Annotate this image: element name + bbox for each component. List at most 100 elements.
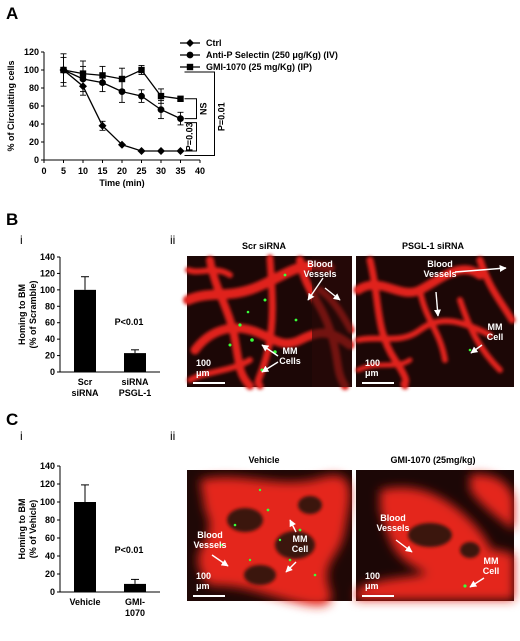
annotation-ns: NS [199, 102, 209, 115]
sub-label-b-i: i [20, 233, 23, 247]
data-point [99, 72, 106, 79]
micro-scale-c1: 100 μm [196, 571, 211, 591]
data-point [118, 75, 126, 83]
x-tick-label: 25 [136, 166, 146, 176]
y-axis-title: Homing to BM(% of Scramble) [17, 280, 38, 348]
data-point [138, 66, 145, 74]
micro-label-c2-vessels: Blood Vessels [376, 513, 409, 533]
category-label: GMI-1070 [125, 597, 145, 618]
x-tick-label: 5 [61, 166, 66, 176]
x-axis-title: Time (min) [99, 178, 144, 188]
data-point [157, 106, 165, 113]
series-1 [60, 56, 184, 126]
microscopy-image-scr-sirna [183, 254, 355, 390]
micro-scale-c2: 100 μm [365, 571, 380, 591]
legend-marker [186, 51, 194, 59]
x-tick-label: 35 [175, 166, 185, 176]
p-value-annotation: P<0.01 [115, 317, 144, 327]
y-tick-label: 20 [29, 137, 39, 147]
microscopy-image-gmi-1070 [356, 470, 514, 601]
x-tick-label: 0 [41, 166, 46, 176]
y-tick-label: 20 [45, 351, 55, 361]
data-point [138, 92, 145, 100]
legend-marker [186, 63, 194, 71]
x-tick-label: 20 [117, 166, 127, 176]
data-point [157, 92, 165, 100]
micro-label-b2-cell: MM Cell [487, 322, 504, 342]
micro-label-b2-vessels: Blood Vessels [423, 259, 456, 279]
micro-title-c2: GMI-1070 (25mg/kg) [390, 455, 475, 465]
bar [74, 289, 96, 372]
significance-brackets: NS P=0.03 P=0.01 [184, 71, 227, 156]
micro-label-b1-vessels: Blood Vessels [303, 259, 336, 279]
data-point [176, 147, 185, 155]
sub-label-c-i: i [20, 429, 23, 443]
micro-scale-b2: 100 μm [365, 358, 380, 378]
microscopy-image-vehicle [187, 470, 352, 606]
y-tick-label: 20 [45, 569, 55, 579]
y-tick-label: 40 [45, 334, 55, 344]
micro-scale-b1: 100 μm [196, 358, 211, 378]
x-tick-label: 40 [195, 166, 205, 176]
category-label: Scr siRNA [71, 377, 99, 398]
panel-label-c: C [6, 410, 18, 429]
micro-label-c1-cell: MM Cell [292, 534, 309, 554]
panel-a-line-chart: 0 20 40 60 80 100 120 0 5 10 15 20 25 30 35 40 Time (min… [6, 38, 338, 188]
legend-label: GMI-1070 (25 mg/Kg) (IP) [206, 62, 312, 72]
data-point [118, 140, 126, 149]
annotation-p001: P=0.01 [217, 102, 227, 131]
sub-label-b-ii: ii [170, 233, 175, 247]
x-tick-label: 10 [78, 166, 88, 176]
series-2 [60, 53, 184, 104]
x-tick-label: 15 [97, 166, 107, 176]
y-tick-label: 100 [40, 497, 55, 507]
sub-label-c-ii: ii [170, 429, 175, 443]
micro-title-b2: PSGL-1 siRNA [402, 241, 465, 251]
legend-label: Ctrl [206, 38, 222, 48]
bracket-ns [184, 98, 197, 120]
bracket-p003 [184, 122, 197, 152]
panel-label-b: B [6, 210, 18, 229]
y-tick-label: 120 [40, 479, 55, 489]
y-tick-label: 100 [40, 285, 55, 295]
bracket-p001 [184, 71, 215, 156]
micro-title-c1: Vehicle [248, 455, 279, 465]
legend-marker [186, 39, 194, 47]
panel-b-i-bar-chart: 0 20 40 60 80 100 120 140 Homing to BM(% of Scra… [17, 252, 160, 398]
panel-label-a: A [6, 4, 18, 23]
y-tick-label: 80 [45, 301, 55, 311]
x-tick-label: 30 [156, 166, 166, 176]
bar [124, 583, 146, 592]
microscopy-image-psgl1-sirna [353, 256, 516, 390]
data-point [177, 115, 184, 122]
y-axis-title: % of Circulating cells [6, 60, 16, 151]
y-tick-label: 60 [45, 318, 55, 328]
annotation-p003: P=0.03 [185, 122, 195, 151]
panel-c-i-bar-chart: 0 20 40 60 80 100 120 140 Homing to BM(% of Vehi… [17, 461, 160, 618]
micro-label-c2-cell: MM Cell [483, 556, 500, 576]
data-point [177, 95, 184, 102]
bar [124, 353, 146, 372]
y-tick-label: 40 [29, 119, 39, 129]
y-tick-label: 80 [29, 83, 39, 93]
y-tick-label: 0 [50, 587, 55, 597]
bar [74, 502, 96, 592]
y-axis-title: Homing to BM(% of Vehicle) [17, 499, 38, 560]
y-tick-label: 140 [40, 461, 55, 471]
micro-title-b1: Scr siRNA [242, 241, 287, 251]
micro-label-b1-cells: MM Cells [279, 346, 301, 366]
p-value-annotation: P<0.01 [115, 545, 144, 555]
data-point [60, 66, 67, 74]
category-label: Vehicle [69, 597, 100, 607]
y-tick-label: 140 [40, 252, 55, 262]
y-tick-label: 0 [34, 155, 39, 165]
y-tick-label: 60 [29, 101, 39, 111]
data-point [79, 70, 87, 77]
data-point [137, 147, 146, 155]
y-tick-label: 0 [50, 367, 55, 377]
legend-label: Anti-P Selectin (250 μg/Kg) (IV) [206, 50, 338, 60]
data-point [98, 121, 107, 130]
category-label: siRNA PSGL-1 [119, 377, 152, 398]
y-tick-label: 40 [45, 551, 55, 561]
